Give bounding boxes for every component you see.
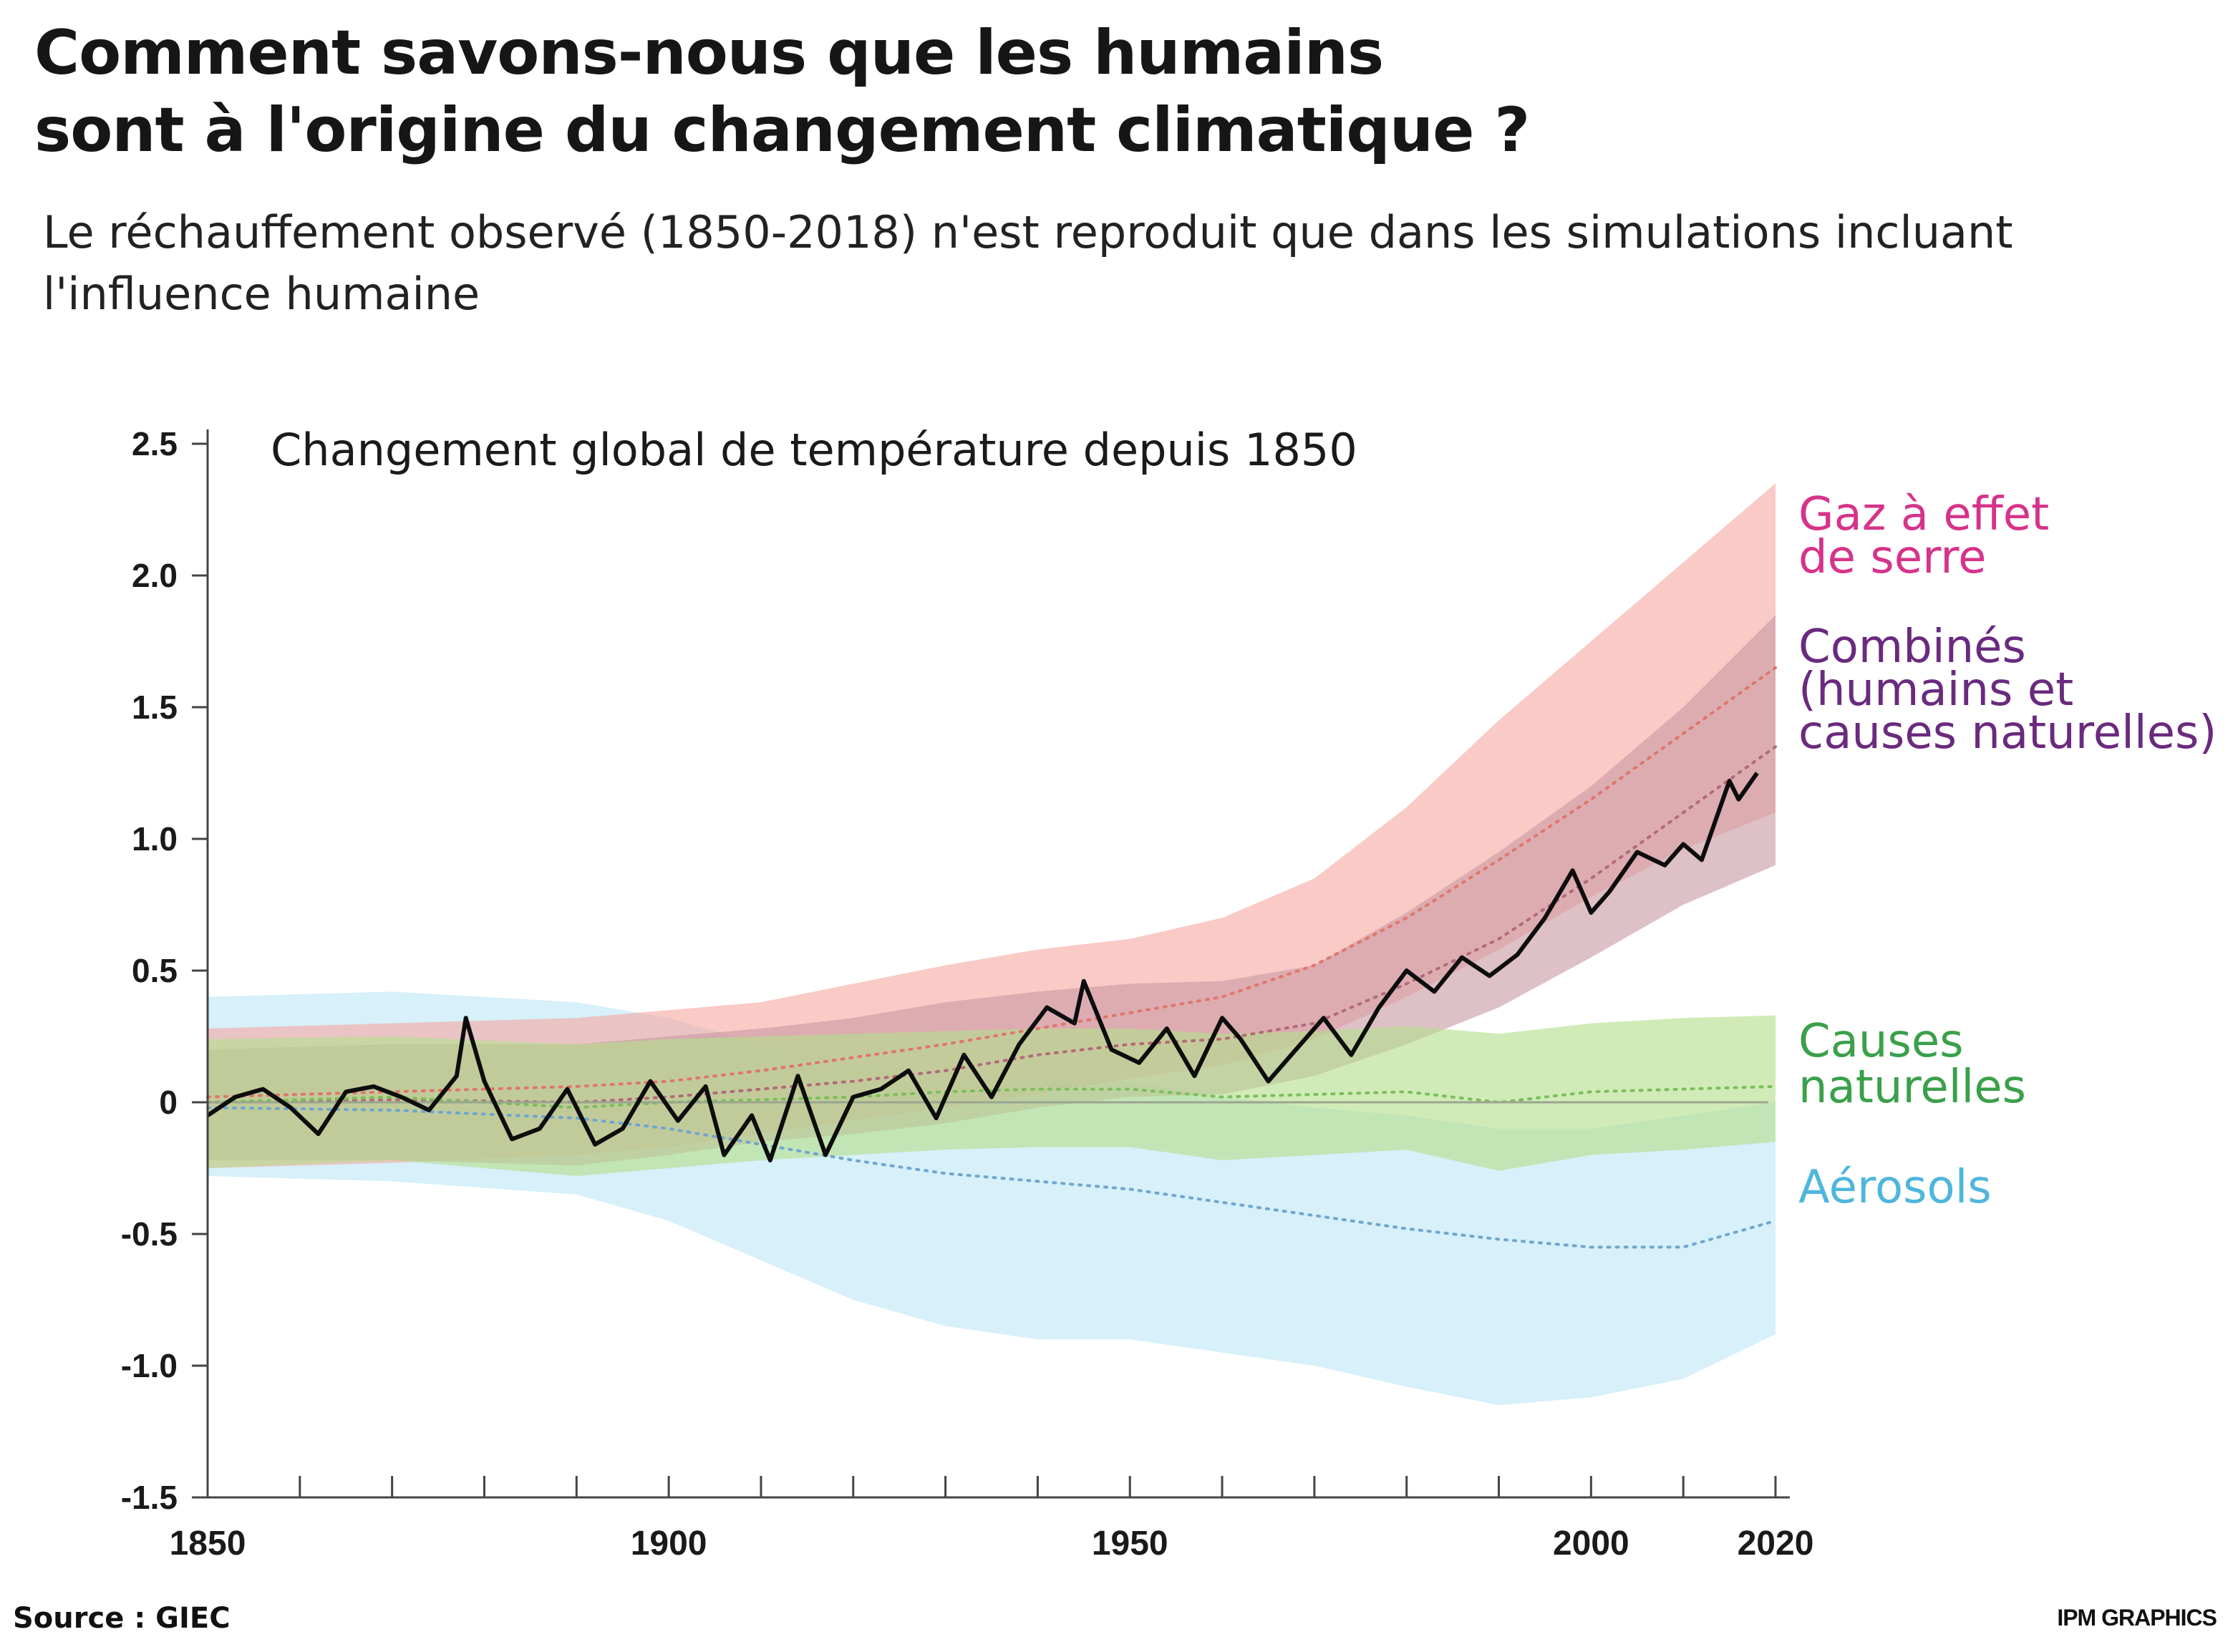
- source-note: Source : GIEC: [13, 1602, 231, 1635]
- mean-line-causes: [206, 1084, 1777, 1109]
- series-label-line: Gaz à effet: [1798, 488, 2049, 541]
- y-tick-label: -1.5: [121, 1479, 178, 1516]
- y-tick-label: 1.0: [132, 820, 178, 857]
- series-label-line: Aérosols: [1798, 1161, 1992, 1214]
- x-tick-label: 1850: [170, 1525, 246, 1563]
- axes-layer: -1.5 -1.0 -0.5 0 0.5 1.0 1.5 2.0 2.5 1850 1900 1950…: [121, 425, 1814, 1563]
- x-tick-label: 2020: [1738, 1525, 1814, 1563]
- series-label-line: causes naturelles): [1798, 706, 2217, 759]
- page-title: Comment savons-nous que les humains sont…: [34, 14, 2111, 169]
- series-label-line: (humains et: [1798, 664, 2073, 716]
- observed-layer: [206, 772, 1759, 1162]
- x-tick-label: 1900: [631, 1525, 707, 1563]
- y-tick-label: -1.0: [121, 1347, 178, 1384]
- page-subtitle-line1: Le réchauffement observé (1850-2018) n'e…: [43, 206, 2013, 258]
- y-tick-label: 1.5: [132, 689, 178, 726]
- means-layer: [206, 666, 1777, 1249]
- page-subtitle-line2: l'influence humaine: [43, 268, 480, 320]
- page-title-line1: Comment savons-nous que les humains: [34, 17, 1384, 89]
- mean-line-arosols: [206, 1106, 1777, 1249]
- bands-layer: [208, 483, 1776, 1406]
- page-title-line2: sont à l'origine du changement climatiqu…: [34, 94, 1530, 166]
- page-subtitle: Le réchauffement observé (1850-2018) n'e…: [43, 202, 2119, 325]
- y-tick-label: 2.0: [132, 557, 178, 594]
- y-tick-label: 0: [159, 1084, 178, 1121]
- y-tick-label: -0.5: [121, 1215, 178, 1253]
- series-label-line: naturelles: [1798, 1061, 2026, 1114]
- mean-line-gazeffet: [206, 666, 1777, 1099]
- series-label-line: Causes: [1798, 1015, 1964, 1068]
- y-tick-label: 2.5: [132, 425, 178, 462]
- y-tick-label: 0.5: [132, 952, 178, 989]
- series-label-line: Combinés: [1798, 621, 2026, 674]
- credit-note: IPM GRAPHICS: [2057, 1605, 2217, 1631]
- chart-title: Changement global de température depuis …: [271, 424, 1357, 476]
- observed-line: [206, 772, 1759, 1162]
- mean-line-combins: [206, 745, 1777, 1104]
- x-tick-label: 1950: [1092, 1525, 1168, 1563]
- x-tick-label: 2000: [1553, 1525, 1629, 1563]
- series-label-line: de serre: [1798, 531, 1987, 584]
